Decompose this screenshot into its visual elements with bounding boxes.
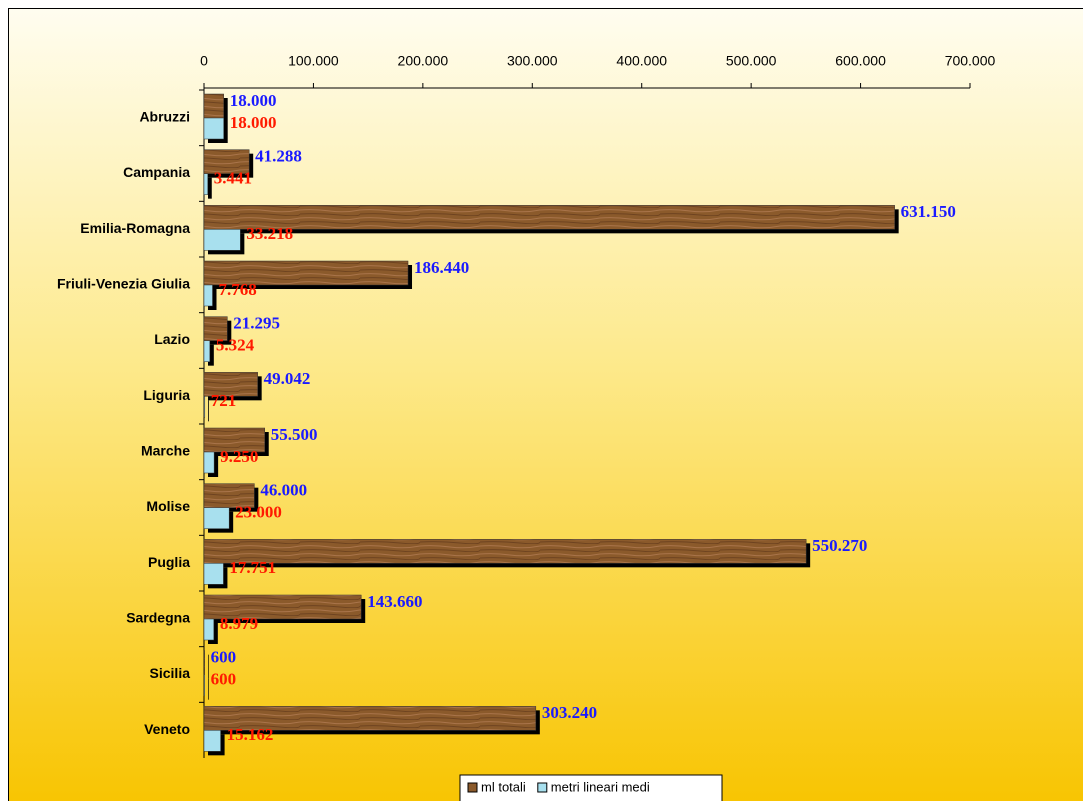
legend-label: metri lineari medi xyxy=(551,779,650,794)
value-label: 600 xyxy=(211,670,237,689)
category-label: Puglia xyxy=(148,554,190,570)
value-label: 46.000 xyxy=(260,481,307,500)
value-label: 41.288 xyxy=(255,147,302,166)
value-label: 33.218 xyxy=(246,224,293,243)
legend-label: ml totali xyxy=(481,779,526,794)
x-tick-label: 600.000 xyxy=(835,53,886,69)
value-label: 49.042 xyxy=(264,369,311,388)
x-tick-label: 400.000 xyxy=(616,53,667,69)
value-label: 8.979 xyxy=(220,614,258,633)
bar xyxy=(204,341,210,362)
value-label: 3.441 xyxy=(214,169,252,188)
value-label: 186.440 xyxy=(414,258,469,277)
category-label: Emilia-Romagna xyxy=(80,220,190,236)
bar-shadow xyxy=(208,400,209,421)
x-tick-label: 200.000 xyxy=(398,53,449,69)
bar xyxy=(204,285,213,306)
category-label: Veneto xyxy=(144,721,190,737)
value-label: 600 xyxy=(211,648,237,667)
category-label: Friuli-Venezia Giulia xyxy=(57,276,190,292)
bar xyxy=(204,675,205,696)
x-tick-label: 700.000 xyxy=(945,53,996,69)
bar xyxy=(204,452,214,473)
bar xyxy=(204,651,205,675)
value-label: 18.000 xyxy=(230,113,277,132)
value-label: 303.240 xyxy=(542,703,597,722)
value-label: 23.000 xyxy=(235,503,282,522)
category-label: Campania xyxy=(123,164,190,180)
bar xyxy=(204,94,224,118)
value-label: 9.250 xyxy=(220,447,258,466)
value-label: 7.768 xyxy=(219,280,257,299)
bar xyxy=(204,539,806,563)
bar xyxy=(204,563,223,584)
x-tick-label: 300.000 xyxy=(507,53,558,69)
value-label: 631.150 xyxy=(901,202,956,221)
bar xyxy=(204,205,895,229)
value-label: 18.000 xyxy=(230,91,277,110)
bar xyxy=(204,118,224,139)
bar xyxy=(204,619,214,640)
bar-shadow xyxy=(208,679,209,700)
category-label: Sardegna xyxy=(126,610,190,626)
category-label: Molise xyxy=(146,498,190,514)
bar xyxy=(204,174,208,195)
value-label: 143.660 xyxy=(367,592,422,611)
legend-swatch xyxy=(468,783,477,792)
value-label: 5.324 xyxy=(216,336,255,355)
x-tick-label: 100.000 xyxy=(288,53,339,69)
value-label: 17.751 xyxy=(229,558,276,577)
legend-swatch xyxy=(538,783,547,792)
bar xyxy=(204,508,229,529)
category-label: Abruzzi xyxy=(139,109,190,125)
category-label: Lazio xyxy=(154,331,190,347)
value-label: 721 xyxy=(211,391,237,410)
bar xyxy=(204,396,205,417)
bar xyxy=(204,730,221,751)
category-label: Marche xyxy=(141,443,190,459)
category-label: Liguria xyxy=(143,387,190,403)
x-tick-label: 0 xyxy=(200,53,208,69)
bar-shadow xyxy=(208,178,212,199)
value-label: 21.295 xyxy=(233,314,280,333)
value-label: 15.162 xyxy=(227,725,274,744)
x-tick-label: 500.000 xyxy=(726,53,777,69)
chart-area xyxy=(9,9,1083,802)
bar-shadow xyxy=(208,655,209,679)
value-label: 55.500 xyxy=(271,425,318,444)
value-label: 550.270 xyxy=(812,536,867,555)
bar xyxy=(204,229,240,250)
category-label: Sicilia xyxy=(150,665,191,681)
